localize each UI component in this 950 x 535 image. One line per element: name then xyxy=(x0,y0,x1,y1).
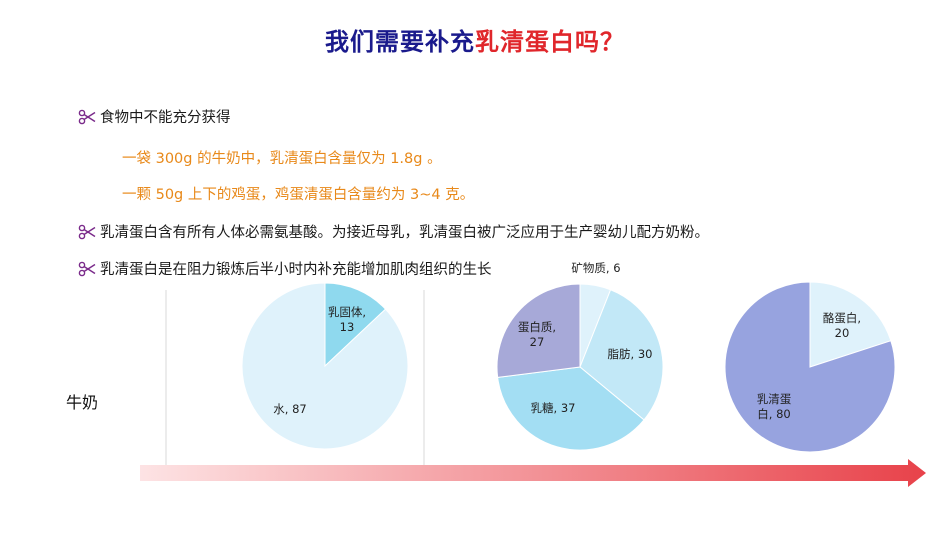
progress-arrow xyxy=(140,459,926,487)
scissors-icon xyxy=(78,261,96,276)
row-label-milk: 牛奶 xyxy=(66,393,99,412)
title-part-blue: 我们需要补充 xyxy=(325,28,475,56)
slide-title: 我们需要补充乳清蛋白吗？ xyxy=(0,22,950,57)
title-part-red: 乳清蛋白吗？ xyxy=(475,28,625,56)
sub-bullet-milk: 一袋 300g 的牛奶中，乳清蛋白含量仅为 1.8g 。 xyxy=(122,151,442,167)
pie-slice-水 xyxy=(241,282,409,450)
pie-slice-蛋白质 xyxy=(496,283,581,378)
scissors-icon xyxy=(78,224,96,239)
pie-slice-脂肪 xyxy=(579,289,664,421)
bullet-item: 乳清蛋白是在阻力锻炼后半小时内补充能增加肌肉组织的生长 xyxy=(78,258,492,279)
pie-label-乳糖: 乳糖, 37 xyxy=(531,401,576,415)
pie-label-乳清蛋白: 乳清蛋白, 80 xyxy=(757,392,792,421)
pie-slice-乳固体 xyxy=(324,282,387,368)
scissors-icon xyxy=(78,109,96,124)
bullet-text: 食物中不能充分获得 xyxy=(100,110,231,126)
pie-label-水: 水, 87 xyxy=(273,402,306,416)
bullet-text: 乳清蛋白是在阻力锻炼后半小时内补充能增加肌肉组织的生长 xyxy=(100,262,492,278)
sub-bullet-egg: 一颗 50g 上下的鸡蛋，鸡蛋清蛋白含量约为 3~4 克。 xyxy=(122,187,475,203)
bullet-text: 乳清蛋白含有所有人体必需氨基酸。为接近母乳，乳清蛋白被广泛应用于生产婴幼儿配方奶… xyxy=(100,225,709,241)
bullet-item: 食物中不能充分获得 xyxy=(78,106,231,127)
pie-label-脂肪: 脂肪, 30 xyxy=(608,347,653,361)
pie-slice-乳糖 xyxy=(497,366,645,451)
pie-label-乳固体: 乳固体, 13 xyxy=(328,305,366,334)
pie-label-酪蛋白: 酪蛋白, 20 xyxy=(823,311,861,340)
pie-slice-酪蛋白 xyxy=(809,281,892,368)
pie-slice-乳清蛋白 xyxy=(724,281,896,453)
pie-label-矿物质: 矿物质, 6 xyxy=(571,261,620,275)
bullet-item: 乳清蛋白含有所有人体必需氨基酸。为接近母乳，乳清蛋白被广泛应用于生产婴幼儿配方奶… xyxy=(78,221,709,242)
pie-label-蛋白质: 蛋白质, 27 xyxy=(518,320,556,349)
